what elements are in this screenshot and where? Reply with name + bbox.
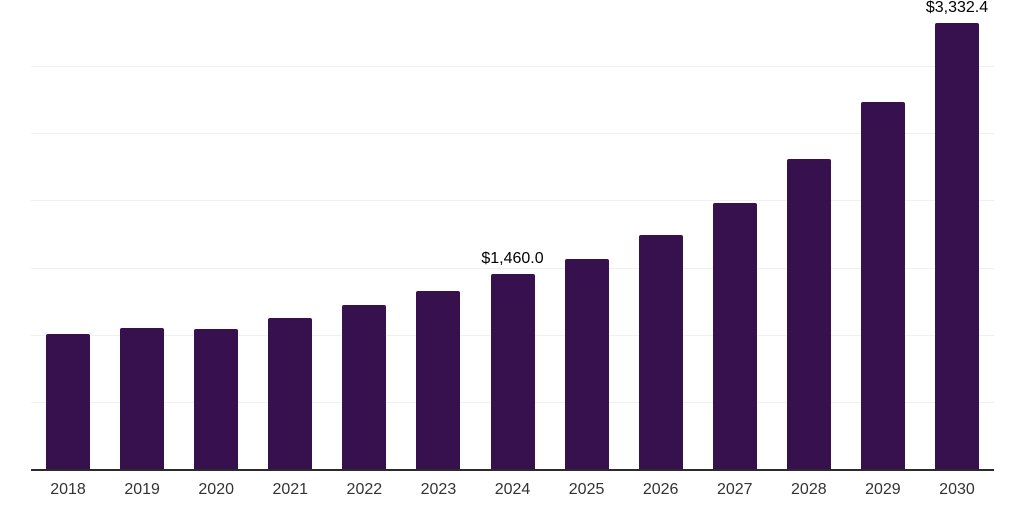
x-axis-tick-labels: 2018 2019 2020 2021 2022 2023 2024 2025 2026 2027… [31,481,994,499]
gridline-3000 [31,66,994,68]
bar-column-2018 [31,0,105,470]
bars-container: $1,460.0 $3,332.4 [31,0,994,470]
bar-column-2024: $1,460.0 [475,0,549,470]
gridline-2500 [31,133,994,135]
bar-2022 [342,305,387,470]
bar-column-2026 [624,0,698,470]
x-tick-label-2023: 2023 [420,481,457,498]
bar-2020 [194,329,239,470]
bar-column-2028 [772,0,846,470]
bar-2026 [638,235,683,470]
bar-column-2019 [105,0,179,470]
x-tick-label-2024: 2024 [494,481,531,498]
bar-2018 [46,334,91,470]
x-tick-label-2022: 2022 [346,481,383,498]
x-tick-label-2025: 2025 [568,481,605,498]
x-tick-label-2020: 2020 [198,481,234,498]
bar-2030 [934,23,979,470]
bar-column-2023 [401,0,475,470]
x-tick-label-2029: 2029 [865,481,901,498]
bar-2023 [416,290,461,470]
bar-column-2021 [253,0,327,470]
bar-column-2022 [327,0,401,470]
x-tick-label-2018: 2018 [50,481,86,498]
bar-2029 [860,102,905,470]
x-tick-label-2028: 2028 [791,481,827,498]
bar-2021 [268,318,313,470]
gridline-1500 [31,267,994,269]
gridline-2000 [31,200,994,202]
bar-column-2030: $3,332.4 [920,0,994,470]
x-axis-line [31,469,994,471]
bar-2019 [120,328,165,470]
x-tick-label-2030: 2030 [939,481,975,498]
plot-area: $1,460.0 $3,332.4 [31,0,994,471]
x-tick-label-2021: 2021 [272,481,309,498]
bar-2027 [712,202,757,470]
x-tick-label-2027: 2027 [716,481,753,498]
bar-column-2027 [698,0,772,470]
bar-2025 [564,258,609,470]
value-label-2024: $1,460.0 [481,249,544,267]
value-label-2030: $3,332.4 [925,0,989,16]
x-tick-label-2026: 2026 [642,481,679,498]
bar-column-2025 [550,0,624,470]
bar-column-2029 [846,0,920,470]
bar-column-2020 [179,0,253,470]
bar-2028 [786,159,831,470]
bar-2024 [490,273,535,470]
x-tick-label-2019: 2019 [124,481,160,498]
